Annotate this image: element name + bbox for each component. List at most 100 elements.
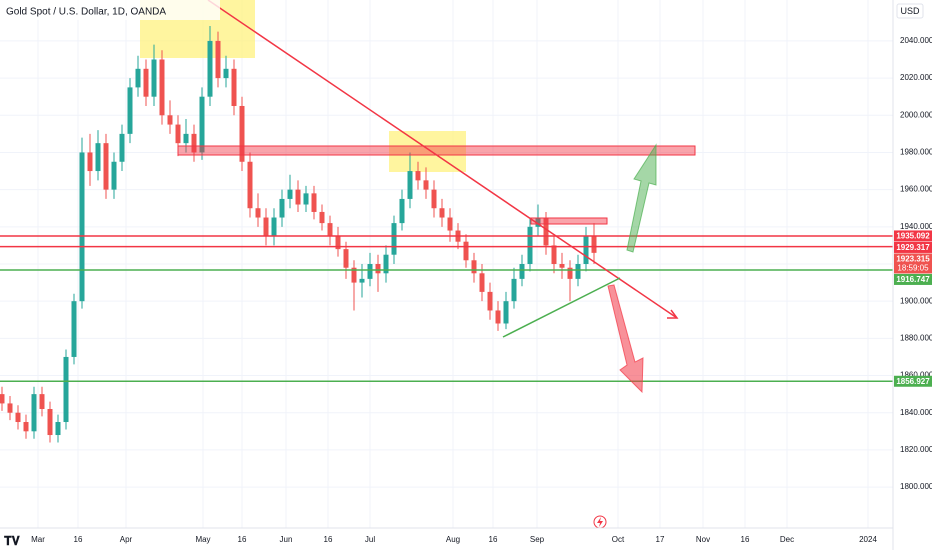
- candle-body: [495, 310, 501, 324]
- x-tick-label: 16: [238, 535, 247, 544]
- candle-body: [63, 356, 69, 423]
- y-tick-label: 1800.000: [900, 482, 932, 491]
- candle-body: [31, 394, 37, 432]
- candle-body: [479, 273, 485, 292]
- candle-body: [7, 403, 13, 413]
- candle-body: [327, 223, 333, 237]
- y-tick-label: 1840.000: [900, 408, 932, 417]
- candle-body: [487, 291, 493, 311]
- candle-body: [583, 236, 589, 264]
- resistance-zone: [177, 145, 696, 156]
- candle-body: [359, 278, 365, 283]
- price-label: 1856.927: [896, 377, 930, 386]
- candle-body: [143, 68, 149, 97]
- resistance-zone: [530, 217, 608, 225]
- candle-body: [567, 267, 573, 279]
- x-tick-label: 16: [489, 535, 498, 544]
- logo: 𝐓𝐕: [4, 534, 21, 548]
- price-label-bg: [894, 273, 932, 285]
- candle-body: [175, 124, 181, 144]
- x-tick-label: Sep: [530, 535, 545, 544]
- candle-body: [295, 189, 301, 205]
- candle-body: [559, 264, 565, 268]
- candle-body: [319, 211, 325, 224]
- candle-body: [503, 301, 509, 324]
- y-tick-label: 1820.000: [900, 445, 932, 454]
- x-tick-label: 16: [741, 535, 750, 544]
- currency-box[interactable]: [896, 3, 924, 19]
- candle-body: [111, 161, 117, 190]
- x-tick-label: 16: [324, 535, 333, 544]
- x-tick-label: Mar: [31, 535, 45, 544]
- countdown-label: 18:59:05: [897, 264, 929, 273]
- highlight-box: [389, 131, 466, 172]
- candle-body: [167, 115, 173, 125]
- y-tick-label: 1960.000: [900, 185, 932, 194]
- candle-body: [287, 189, 293, 199]
- x-tick-label: Apr: [120, 535, 133, 544]
- candle-body: [511, 278, 517, 302]
- candle-body: [375, 264, 381, 274]
- candle-body: [151, 59, 157, 97]
- candle-body: [255, 208, 261, 218]
- candle-body: [231, 68, 237, 106]
- candle-body: [127, 87, 133, 134]
- candle-body: [303, 193, 309, 205]
- price-label-bg: [894, 241, 932, 253]
- candle-body: [23, 422, 29, 432]
- candle-body: [471, 260, 477, 274]
- candle-body: [87, 152, 93, 172]
- candle-body: [119, 133, 125, 162]
- event-icon: [597, 517, 603, 527]
- x-tick-label: Oct: [612, 535, 625, 544]
- trend-line: [502, 277, 621, 338]
- candle-body: [407, 171, 413, 199]
- price-label: 1923.315: [896, 255, 930, 264]
- candle-body: [191, 133, 197, 153]
- header-bg: [0, 0, 220, 20]
- candle-body: [423, 180, 429, 190]
- x-tick-label: May: [195, 535, 210, 544]
- y-tick-label: 1860.000: [900, 371, 932, 380]
- candle-body: [135, 68, 141, 88]
- x-tick-label: Jul: [365, 535, 375, 544]
- candle-body: [95, 143, 101, 172]
- x-tick-label: Jun: [280, 535, 293, 544]
- price-label-bg: [894, 375, 932, 387]
- candle-body: [591, 236, 597, 253]
- y-tick-label: 2040.000: [900, 36, 932, 45]
- candle-body: [527, 226, 533, 264]
- candle-body: [535, 217, 541, 227]
- arrow-head: [667, 309, 679, 319]
- price-axis: 1800.000 1820.000 1840.000 1860.000 1880.000…: [31, 36, 932, 544]
- price-label-bg: [894, 230, 932, 242]
- y-tick-label: 1980.000: [900, 148, 932, 157]
- candle-body: [343, 249, 349, 268]
- price-label-bg: [894, 253, 932, 274]
- candle-body: [543, 217, 549, 246]
- price-label: 1935.092: [896, 232, 930, 241]
- candle-body: [367, 264, 373, 279]
- trend-line: [207, 0, 678, 319]
- candle-body: [447, 217, 453, 231]
- candle-body: [431, 189, 437, 209]
- candle-body: [215, 40, 221, 79]
- candle-body: [351, 267, 357, 283]
- candle-body: [335, 236, 341, 250]
- up-arrow: [626, 143, 657, 253]
- y-tick-label: 1880.000: [900, 333, 932, 342]
- x-tick-label: Nov: [696, 535, 710, 544]
- candle-body: [551, 245, 557, 264]
- candle-body: [311, 193, 317, 212]
- candle-body: [439, 208, 445, 218]
- candle-body: [223, 68, 229, 79]
- candle-body: [79, 152, 85, 302]
- horizontal-lines: [0, 235, 893, 383]
- price-label: 1929.317: [896, 243, 930, 252]
- candle-body: [39, 394, 45, 410]
- chart-title: Gold Spot / U.S. Dollar, 1D, OANDA: [6, 7, 166, 18]
- candle-body: [183, 133, 189, 144]
- candle-body: [391, 223, 397, 255]
- x-tick-label: 17: [656, 535, 665, 544]
